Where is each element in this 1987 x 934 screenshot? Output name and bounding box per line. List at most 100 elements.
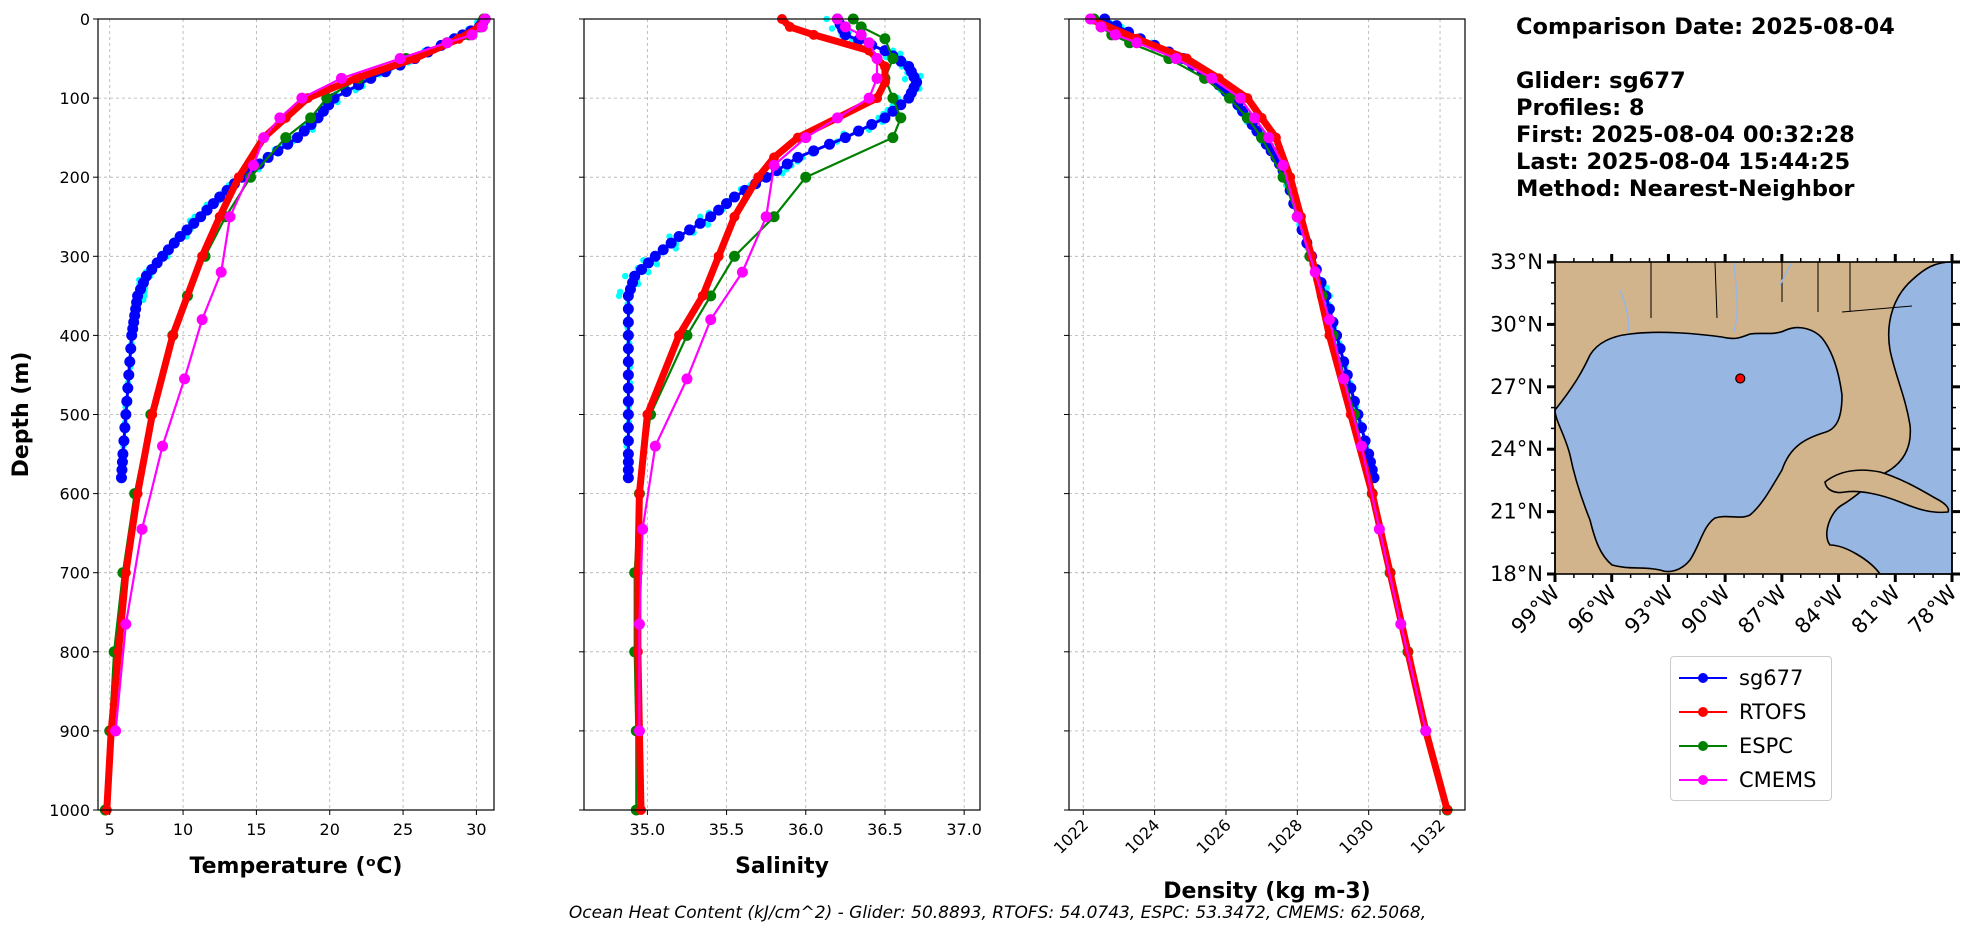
x-axis-label: Temperature (ᵒC) xyxy=(190,854,403,879)
map-lat-label: 27°N xyxy=(1490,375,1543,399)
series-point-sg677 xyxy=(119,422,131,434)
series-point-cmems xyxy=(863,37,875,49)
series-point-sg677 xyxy=(622,316,634,328)
series-point-sg677 xyxy=(728,191,740,203)
series-point-rtofs xyxy=(872,93,883,104)
x-tick-label: 1030 xyxy=(1335,815,1377,857)
rivers xyxy=(1619,261,1793,333)
series-point-rtofs xyxy=(634,488,645,499)
series-point-sg677 xyxy=(622,343,634,355)
glider-raw-point xyxy=(897,50,904,58)
series-point-sg677 xyxy=(808,145,820,157)
series-point-sg677 xyxy=(721,198,733,210)
x-tick-label: 1022 xyxy=(1050,815,1092,857)
series-point-cmems xyxy=(637,523,649,535)
series-point-rtofs xyxy=(120,567,131,578)
series-point-cmems xyxy=(1170,53,1182,65)
series-point-sg677 xyxy=(705,211,717,223)
interpolation-method: Method: Nearest-Neighbor xyxy=(1516,176,1855,202)
series-point-espc xyxy=(305,112,317,124)
legend-item-sg677: sg677 xyxy=(1679,661,1823,695)
series-point-rtofs xyxy=(792,132,803,143)
y-tick-label: 400 xyxy=(59,326,90,345)
y-axis-label: Depth (m) xyxy=(9,352,34,478)
series-point-cmems xyxy=(681,373,693,385)
series-point-sg677 xyxy=(839,132,851,144)
series-point-cmems xyxy=(1395,618,1407,630)
series-point-sg677 xyxy=(622,382,634,394)
ocean-heat-content-caption: Ocean Heat Content (kJ/cm^2) - Glider: 5… xyxy=(568,903,1427,923)
series-point-sg677 xyxy=(622,303,634,315)
cuba xyxy=(1824,469,1950,514)
series-point-rtofs xyxy=(1181,53,1192,64)
x-tick-label: 35.0 xyxy=(630,820,666,839)
y-tick-label: 800 xyxy=(59,643,90,662)
series-point-cmems xyxy=(705,314,717,326)
last-profile-time: Last: 2025-08-04 15:44:25 xyxy=(1516,149,1851,175)
series-point-sg677 xyxy=(622,448,634,460)
series-point-sg677 xyxy=(839,29,851,41)
series-point-cmems xyxy=(1234,92,1246,104)
series-point-cmems xyxy=(224,211,236,223)
y-tick-label: 600 xyxy=(59,485,90,504)
series-line-cmems xyxy=(638,18,879,731)
legend-marker-cmems xyxy=(1679,775,1727,785)
series-point-sg677 xyxy=(694,217,706,229)
series-point-cmems xyxy=(258,132,270,144)
series-point-cmems xyxy=(296,92,308,104)
legend-marker-espc xyxy=(1679,741,1727,751)
y-tick-label: 900 xyxy=(59,722,90,741)
series-point-rtofs xyxy=(879,61,890,72)
glider-location-marker xyxy=(1735,373,1746,384)
series-point-sg677 xyxy=(117,448,129,460)
map-lon-label: 81°W xyxy=(1847,580,1905,638)
legend-label-cmems: CMEMS xyxy=(1739,768,1817,792)
map-lat-label: 24°N xyxy=(1490,437,1543,461)
series-point-cmems xyxy=(1109,29,1121,41)
series-point-cmems xyxy=(247,159,259,171)
series-point-cmems xyxy=(441,37,453,49)
x-tick-label: 5 xyxy=(105,820,115,839)
legend-item-rtofs: RTOFS xyxy=(1679,695,1823,729)
series-point-cmems xyxy=(1095,21,1107,33)
map-lat-label: 18°N xyxy=(1490,562,1543,586)
x-tick-label: 1026 xyxy=(1193,815,1235,857)
map-lon-label: 84°W xyxy=(1790,580,1848,638)
legend-label-espc: ESPC xyxy=(1739,734,1793,758)
series-point-cmems xyxy=(863,92,875,104)
series-point-rtofs xyxy=(784,21,795,32)
glider-name: Glider: sg677 xyxy=(1516,68,1686,94)
series-point-sg677 xyxy=(781,158,793,170)
series-point-cmems xyxy=(1263,132,1275,144)
series-point-rtofs xyxy=(642,409,653,420)
series-point-sg677 xyxy=(713,204,725,216)
series-point-rtofs xyxy=(753,172,764,183)
series-point-sg677 xyxy=(622,409,634,420)
x-tick-label: 30 xyxy=(466,820,486,839)
legend-item-espc: ESPC xyxy=(1679,729,1823,763)
series-point-sg677 xyxy=(116,464,128,476)
glider-raw-point xyxy=(704,221,712,228)
series-point-espc xyxy=(887,53,899,65)
series-point-cmems xyxy=(736,266,748,278)
first-profile-time: First: 2025-08-04 00:32:28 xyxy=(1516,122,1855,148)
series-point-espc xyxy=(705,290,717,302)
profile-count: Profiles: 8 xyxy=(1516,95,1645,121)
series-point-sg677 xyxy=(126,329,138,341)
series-point-cmems xyxy=(476,21,488,33)
x-tick-label: 1024 xyxy=(1121,815,1163,857)
legend: sg677 RTOFS ESPC CMEMS xyxy=(1670,656,1832,801)
salinity-panel: 35.0 35.5 36.0 36.5 37.0 Salinity xyxy=(579,13,982,879)
series-point-rtofs xyxy=(769,152,780,163)
series-point-cmems xyxy=(1249,112,1261,124)
series-point-espc xyxy=(1224,92,1236,104)
series-point-rtofs xyxy=(879,77,890,88)
series-point-espc xyxy=(728,250,740,262)
map-lon-label: 87°W xyxy=(1733,580,1791,638)
series-point-cmems xyxy=(1206,72,1218,84)
series-point-sg677 xyxy=(649,250,661,262)
x-tick-label: 37.0 xyxy=(946,820,982,839)
series-point-cmems xyxy=(768,159,780,171)
series-point-cmems xyxy=(157,440,169,452)
series-point-sg677 xyxy=(887,105,899,117)
